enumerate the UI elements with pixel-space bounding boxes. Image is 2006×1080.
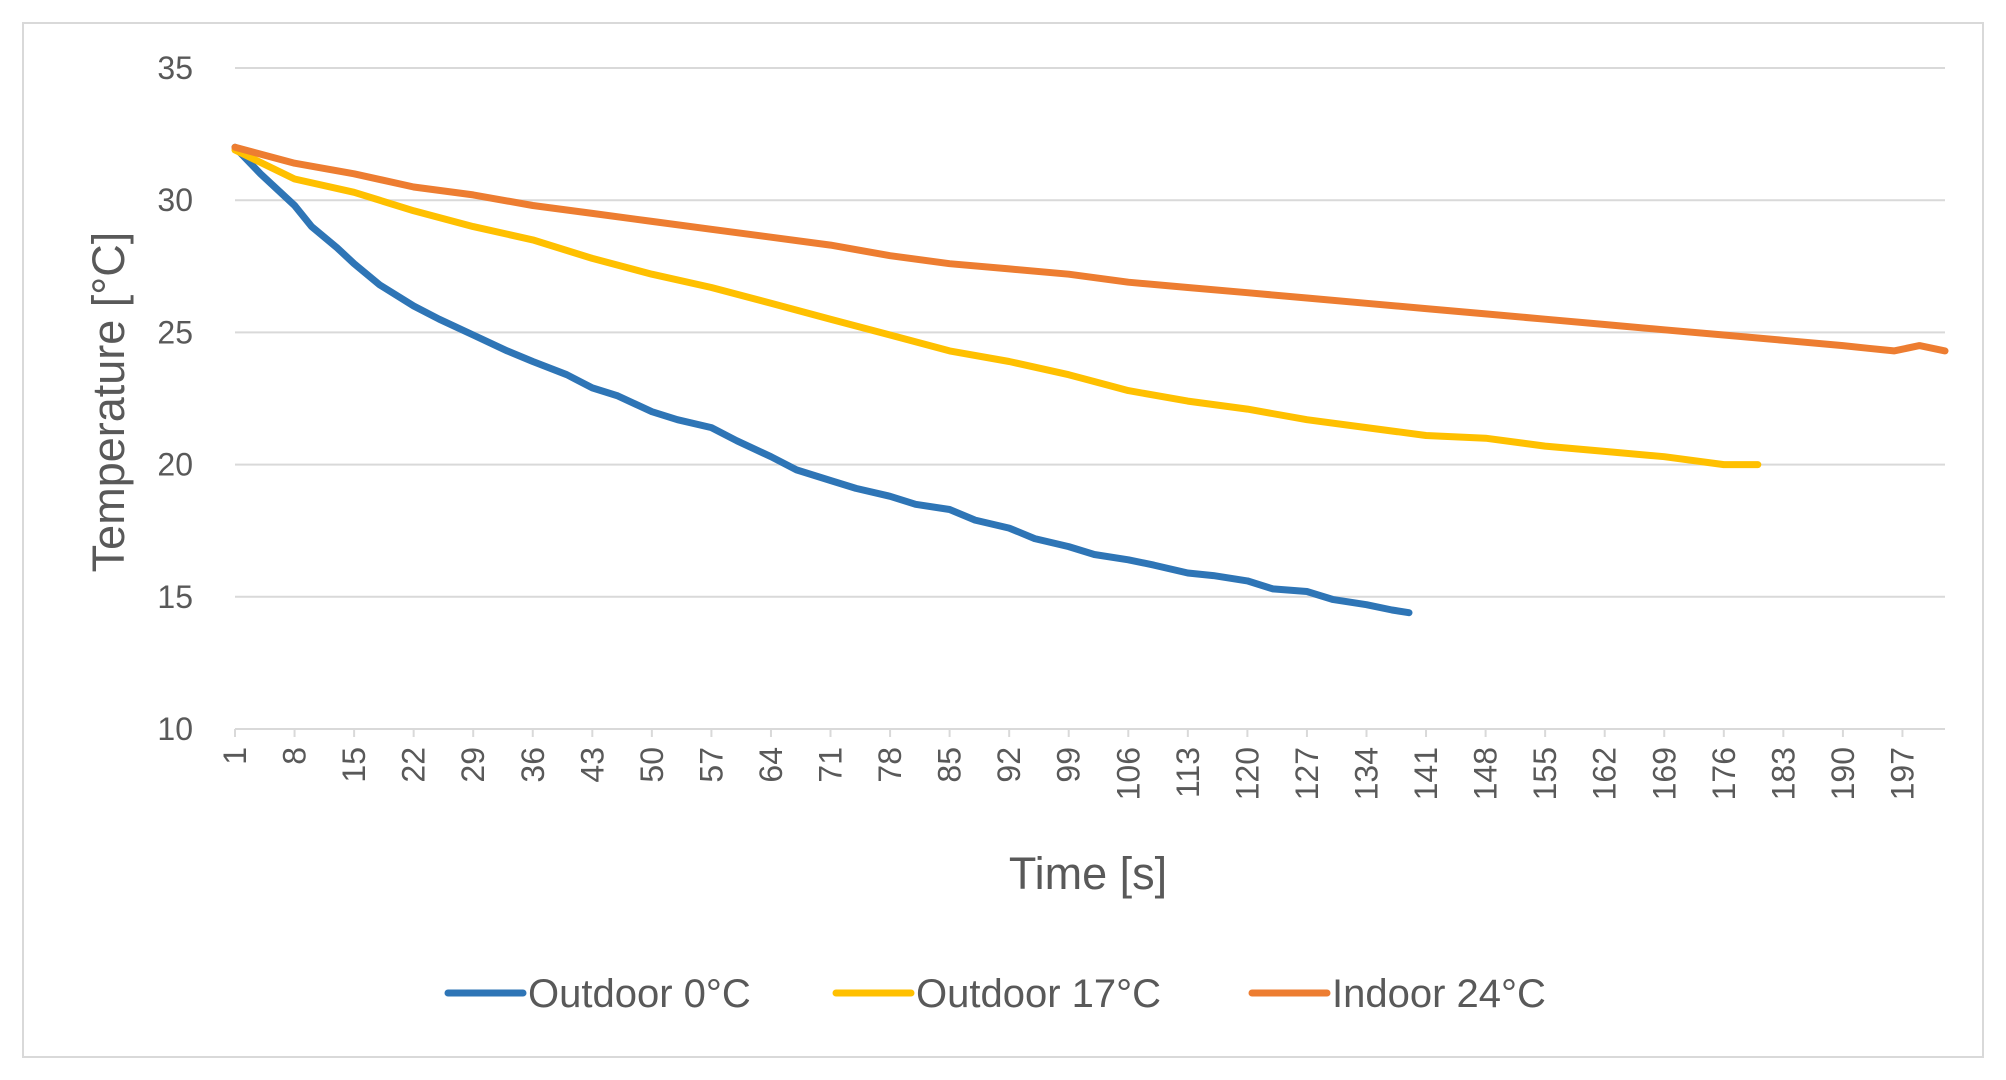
x-axis-ticks: 1 8 15 22 29 36 43 50 57 64 71 78 85 92 99 106 113 120 127… — [217, 728, 1945, 800]
series-lines — [231, 143, 1949, 617]
x-tick-label: 134 — [1348, 747, 1384, 800]
legend: Outdoor 0°C Outdoor 17°C Indoor 24°C — [444, 972, 1546, 1016]
x-tick-label: 197 — [1884, 747, 1920, 800]
x-tick-label: 92 — [991, 747, 1027, 783]
series-line-2 — [231, 143, 1949, 355]
x-tick-label: 15 — [336, 747, 372, 783]
y-axis-ticks: 10 15 20 25 30 35 — [157, 50, 193, 747]
x-tick-label: 8 — [277, 747, 313, 765]
x-tick-label: 85 — [932, 747, 968, 783]
legend-label-2: Indoor 24°C — [1332, 972, 1546, 1016]
x-tick-label: 120 — [1229, 747, 1265, 800]
x-tick-label: 22 — [396, 747, 432, 783]
x-tick-label: 190 — [1825, 747, 1861, 800]
x-tick-label: 50 — [634, 747, 670, 783]
y-tick-label: 25 — [157, 314, 193, 350]
x-tick-label: 176 — [1706, 747, 1742, 800]
y-tick-label: 15 — [157, 579, 193, 615]
x-tick-label: 155 — [1527, 747, 1563, 800]
y-axis-title: Temperature [°C] — [83, 232, 134, 573]
x-tick-label: 29 — [455, 747, 491, 783]
x-tick-label: 1 — [217, 747, 253, 765]
x-tick-label: 99 — [1051, 747, 1087, 783]
y-tick-label: 10 — [157, 711, 193, 747]
legend-label-0: Outdoor 0°C — [528, 972, 751, 1016]
y-tick-label: 35 — [157, 50, 193, 86]
x-tick-label: 148 — [1468, 747, 1504, 800]
x-tick-label: 162 — [1587, 747, 1623, 800]
x-tick-label: 106 — [1110, 747, 1146, 800]
x-tick-label: 141 — [1408, 747, 1444, 800]
x-tick-label: 127 — [1289, 747, 1325, 800]
x-tick-label: 113 — [1170, 747, 1206, 798]
y-tick-label: 20 — [157, 447, 193, 483]
gridlines — [235, 67, 1945, 730]
series-line-1 — [231, 146, 1762, 469]
x-axis-title: Time [s] — [1009, 848, 1167, 899]
x-tick-label: 57 — [693, 747, 729, 783]
x-tick-label: 169 — [1646, 747, 1682, 800]
series-line-0 — [231, 143, 1413, 617]
x-tick-label: 183 — [1765, 747, 1801, 800]
y-tick-label: 30 — [157, 182, 193, 218]
x-tick-label: 78 — [872, 747, 908, 783]
x-tick-label: 43 — [574, 747, 610, 783]
legend-label-1: Outdoor 17°C — [916, 972, 1161, 1016]
x-tick-label: 71 — [813, 747, 849, 783]
x-tick-label: 36 — [515, 747, 551, 783]
x-tick-label: 64 — [753, 747, 789, 783]
